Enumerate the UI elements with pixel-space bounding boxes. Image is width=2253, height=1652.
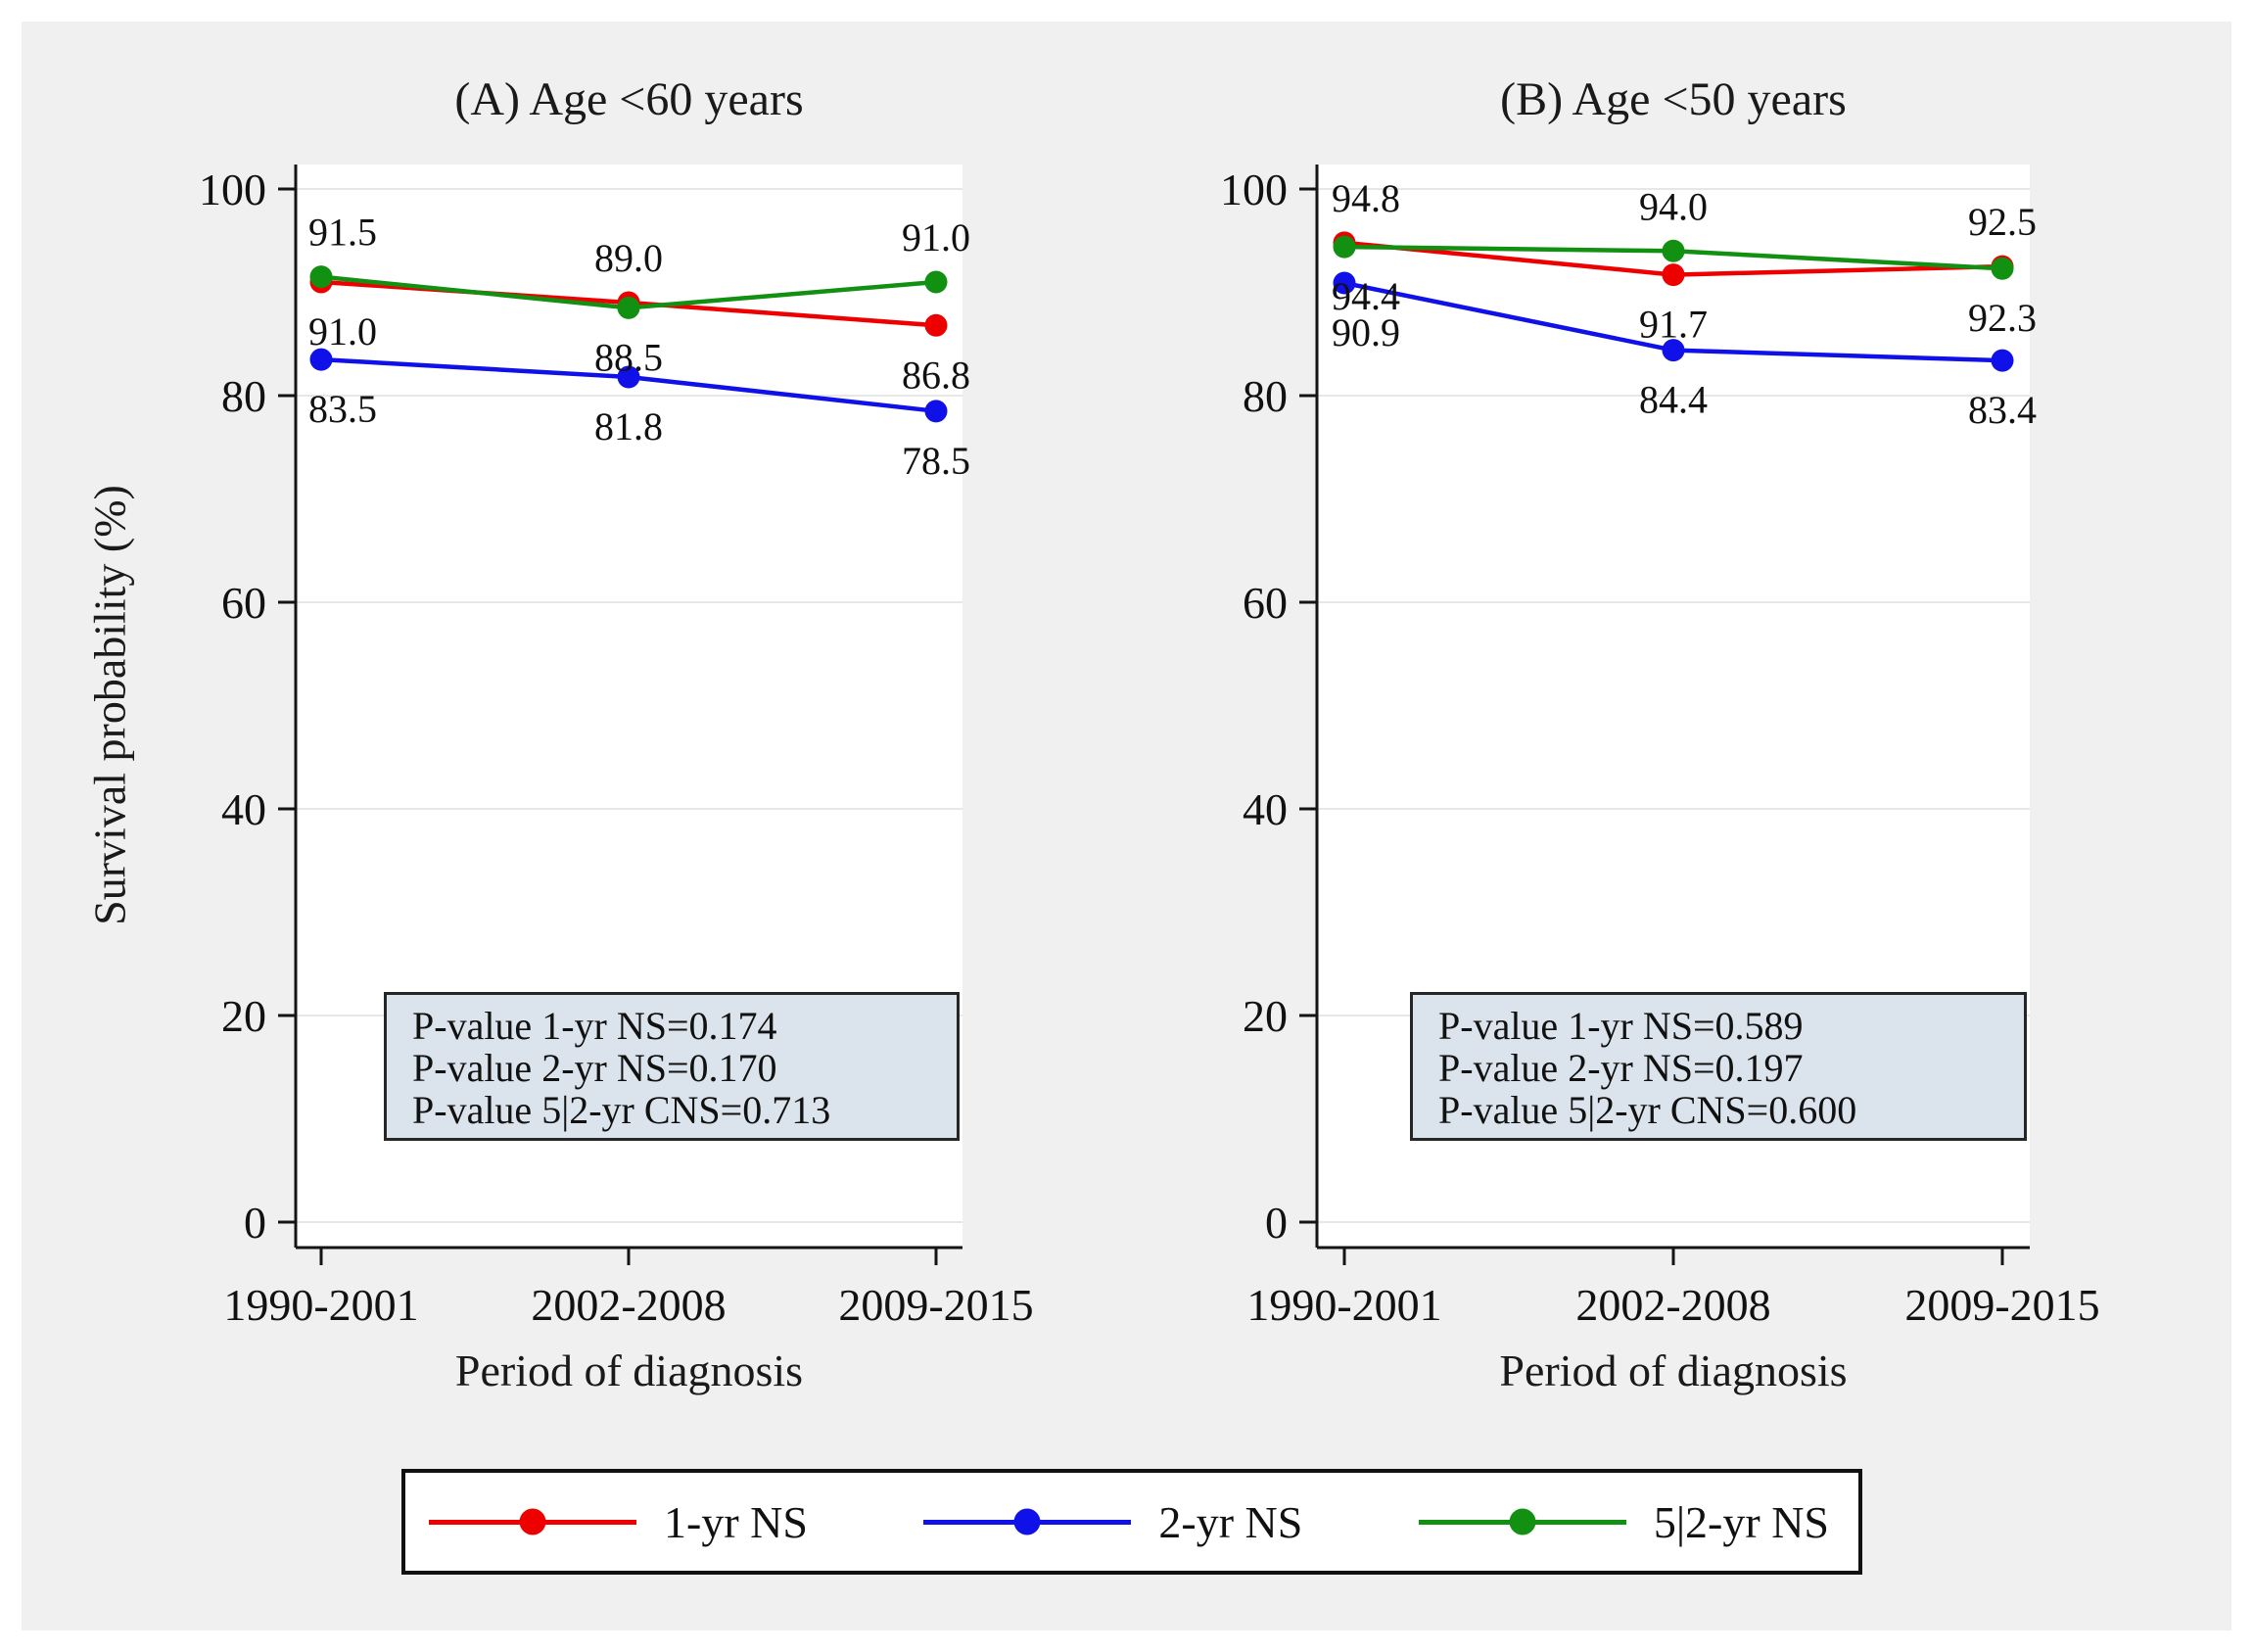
legend-box: 1-yr NS 2-yr NS 5|2-yr NS [401, 1469, 1862, 1575]
data-point [1662, 339, 1685, 362]
legend-line-marker [429, 1508, 636, 1535]
data-point-label: 88.5 [594, 335, 663, 379]
data-point-label: 94.0 [1639, 184, 1708, 228]
y-axis-title: Survival probability (%) [84, 485, 135, 925]
data-point-label: 84.4 [1639, 378, 1708, 422]
y-tick-label: 100 [199, 165, 266, 214]
data-point-label: 90.9 [1332, 310, 1400, 354]
panel-b-pvalue-box: P-value 1-yr NS=0.589 P-value 2-yr NS=0.… [1410, 992, 2027, 1141]
x-tick-label: 1990-2001 [1246, 1280, 1441, 1330]
data-point [924, 313, 948, 337]
legend-label: 1-yr NS [664, 1496, 808, 1547]
data-point-label: 91.0 [308, 309, 377, 354]
data-point-label: 91.0 [902, 215, 970, 260]
data-point-label: 86.8 [902, 353, 970, 397]
panel-a-pvalue-box: P-value 1-yr NS=0.174 P-value 2-yr NS=0.… [384, 992, 960, 1141]
pvalue-line: P-value 1-yr NS=0.174 [412, 1004, 777, 1048]
legend-dot-marker [1013, 1508, 1041, 1535]
data-point [1991, 257, 2014, 280]
pvalue-line: P-value 2-yr NS=0.170 [412, 1046, 777, 1090]
data-point [924, 270, 948, 294]
data-point [1333, 235, 1356, 259]
legend-dot-marker [1509, 1508, 1536, 1535]
legend-line-marker [923, 1508, 1132, 1535]
panel-a-x-axis-title: Period of diagnosis [454, 1345, 804, 1395]
y-tick-label: 80 [221, 371, 266, 421]
legend-dot-marker [519, 1508, 546, 1535]
y-tick-label: 80 [1243, 371, 1288, 421]
x-tick-label: 2009-2015 [1904, 1280, 2099, 1330]
y-tick-label: 20 [1243, 991, 1288, 1041]
legend-line-marker [1418, 1508, 1626, 1535]
data-point-label: 91.7 [1639, 303, 1708, 347]
pvalue-line: P-value 1-yr NS=0.589 [1438, 1004, 1804, 1048]
x-tick-label: 2009-2015 [838, 1280, 1033, 1330]
data-point [1662, 263, 1685, 287]
data-point-label: 92.5 [1968, 200, 2037, 244]
data-point [1333, 271, 1356, 295]
legend-entry-2yr-ns: 2-yr NS [923, 1496, 1302, 1548]
y-tick-label: 100 [1220, 165, 1288, 214]
pvalue-line: P-value 5|2-yr CNS=0.600 [1438, 1088, 1857, 1132]
legend-label: 5|2-yr NS [1653, 1496, 1829, 1547]
y-tick-label: 0 [244, 1198, 266, 1248]
data-point-label: 94.4 [1332, 274, 1400, 318]
x-tick-label: 1990-2001 [223, 1280, 418, 1330]
data-point [617, 365, 640, 389]
y-tick-label: 40 [221, 784, 266, 834]
data-point-label: 81.8 [594, 404, 663, 448]
legend-label: 2-yr NS [1158, 1496, 1303, 1547]
data-point-label: 83.5 [308, 387, 377, 431]
data-point [617, 296, 640, 319]
y-tick-label: 60 [1243, 578, 1288, 628]
pvalue-line: P-value 5|2-yr CNS=0.713 [412, 1088, 831, 1132]
data-point-label: 92.3 [1968, 296, 2037, 340]
data-point [309, 265, 333, 289]
panel-b-x-axis-title: Period of diagnosis [1499, 1345, 1848, 1395]
y-tick-label: 20 [221, 991, 266, 1041]
panel-b-title: (B) Age <50 years [1500, 73, 1847, 125]
x-tick-label: 2002-2008 [1575, 1280, 1770, 1330]
data-point-label: 89.0 [594, 236, 663, 280]
legend-entry-5-2yr-ns: 5|2-yr NS [1418, 1496, 1829, 1548]
panel-a-title: (A) Age <60 years [454, 73, 804, 125]
data-point [309, 348, 333, 371]
y-tick-label: 0 [1265, 1198, 1288, 1248]
data-point-label: 78.5 [902, 439, 970, 483]
data-point [1662, 239, 1685, 262]
data-point-label: 91.5 [308, 211, 377, 255]
legend-entry-1yr-ns: 1-yr NS [429, 1496, 808, 1548]
data-point [924, 400, 948, 423]
data-point-label: 83.4 [1968, 388, 2037, 432]
pvalue-line: P-value 2-yr NS=0.197 [1438, 1046, 1804, 1090]
y-tick-label: 60 [221, 578, 266, 628]
data-point [1991, 349, 2014, 372]
x-tick-label: 2002-2008 [531, 1280, 726, 1330]
y-tick-label: 40 [1243, 784, 1288, 834]
data-point-label: 94.8 [1332, 176, 1400, 220]
